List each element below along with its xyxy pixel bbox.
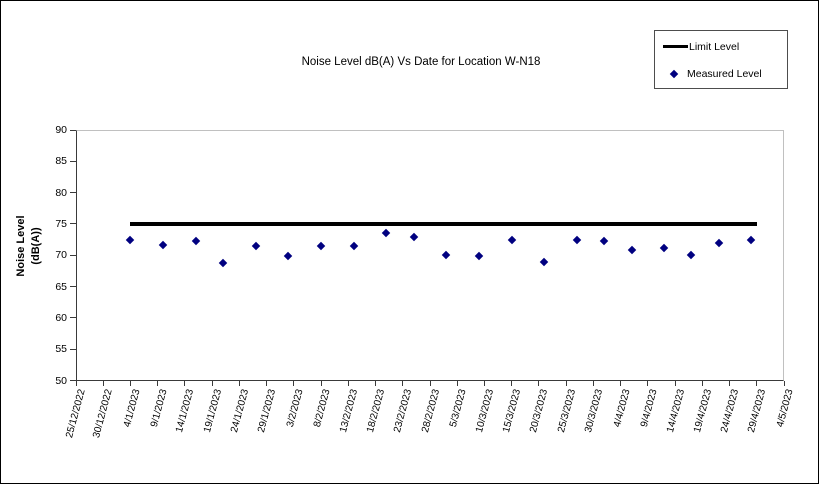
x-axis-tick xyxy=(538,381,540,386)
x-axis-tick xyxy=(620,381,622,386)
x-axis-tick-label: 28/2/2023 xyxy=(419,388,442,434)
x-axis-tick xyxy=(483,381,485,386)
x-axis-tick-label: 25/3/2023 xyxy=(555,388,578,434)
x-axis-tick-label: 4/4/2023 xyxy=(611,388,633,429)
x-axis-tick xyxy=(75,381,77,386)
x-axis-tick-label: 19/1/2023 xyxy=(201,388,224,434)
x-axis-tick xyxy=(783,381,785,386)
x-axis-tick xyxy=(102,381,104,386)
x-axis-tick-label: 29/1/2023 xyxy=(256,388,279,434)
x-axis-tick xyxy=(565,381,567,386)
x-axis-tick xyxy=(456,381,458,386)
x-axis-tick-label: 4/5/2023 xyxy=(774,388,796,429)
x-axis-tick xyxy=(129,381,131,386)
x-axis-tick xyxy=(375,381,377,386)
x-axis-tick xyxy=(157,381,159,386)
y-axis-tick-label: 80 xyxy=(55,186,67,199)
x-axis-tick-label: 23/2/2023 xyxy=(392,388,415,434)
y-axis-tick xyxy=(70,192,76,194)
y-axis-tick-label: 75 xyxy=(55,217,67,230)
x-axis-tick xyxy=(293,381,295,386)
x-axis-tick xyxy=(347,381,349,386)
x-axis-tick xyxy=(238,381,240,386)
y-axis-tick xyxy=(70,348,76,350)
y-axis-tick-label: 85 xyxy=(55,155,67,168)
y-axis-tick xyxy=(70,317,76,319)
y-axis-tick xyxy=(70,254,76,256)
y-axis-tick xyxy=(70,286,76,288)
x-axis-tick xyxy=(184,381,186,386)
x-axis-tick-label: 14/4/2023 xyxy=(664,388,687,434)
legend-item-limit-level: Limit Level xyxy=(655,39,787,54)
x-axis-tick-label: 5/3/2023 xyxy=(448,388,469,429)
legend-label-measured-level: Measured Level xyxy=(687,67,762,80)
y-axis-tick-label: 65 xyxy=(55,280,67,293)
legend-label-limit-level: Limit Level xyxy=(689,40,740,53)
x-axis-tick-label: 14/1/2023 xyxy=(174,388,197,434)
x-axis-tick xyxy=(756,381,758,386)
x-axis-tick-label: 3/2/2023 xyxy=(284,388,306,429)
x-axis-tick xyxy=(674,381,676,386)
x-axis-tick-label: 29/4/2023 xyxy=(746,388,769,434)
legend-item-measured-level: Measured Level xyxy=(655,66,787,81)
y-axis-tick-label: 70 xyxy=(55,249,67,262)
y-axis-tick xyxy=(70,380,76,381)
y-axis-tick-label: 50 xyxy=(55,374,67,387)
x-axis-tick xyxy=(266,381,268,386)
x-axis-tick xyxy=(429,381,431,386)
y-axis-tick-label: 60 xyxy=(55,311,67,324)
y-axis-title: Noise Level (dB(A)) xyxy=(14,156,44,336)
x-axis-tick-label: 15/3/2023 xyxy=(501,388,524,434)
x-axis-tick xyxy=(701,381,703,386)
x-axis-tick-label: 24/1/2023 xyxy=(228,388,252,434)
y-axis-title-line1: Noise Level xyxy=(15,215,27,277)
x-axis-tick xyxy=(592,381,594,386)
y-axis-tick-label: 55 xyxy=(55,343,67,356)
limit-level-line xyxy=(130,221,757,226)
x-axis-tick-label: 10/3/2023 xyxy=(473,388,497,434)
x-axis-tick-label: 30/12/2022 xyxy=(91,388,115,440)
x-axis-tick xyxy=(211,381,213,386)
x-axis-tick-label: 8/2/2023 xyxy=(312,388,333,429)
x-axis-tick xyxy=(647,381,649,386)
x-axis-tick xyxy=(729,381,731,386)
x-axis-tick-label: 4/1/2023 xyxy=(121,388,143,429)
legend: Limit Level Measured Level xyxy=(654,30,788,89)
x-axis-tick xyxy=(320,381,322,386)
limit-level-line-icon xyxy=(663,44,688,49)
x-axis-tick-label: 13/2/2023 xyxy=(337,388,360,434)
x-axis-tick-label: 30/3/2023 xyxy=(582,388,606,434)
x-axis-tick-label: 24/4/2023 xyxy=(719,388,742,434)
x-axis-tick xyxy=(511,381,513,386)
x-axis-tick-label: 20/3/2023 xyxy=(528,388,551,434)
x-axis-tick-label: 18/2/2023 xyxy=(365,388,388,434)
x-axis-tick-label: 25/12/2022 xyxy=(64,388,88,440)
x-axis-tick xyxy=(402,381,404,386)
x-axis-tick-label: 9/1/2023 xyxy=(148,388,170,429)
y-axis-tick xyxy=(70,129,76,131)
plot-area xyxy=(76,130,784,381)
y-axis-tick xyxy=(70,223,76,225)
y-axis-tick xyxy=(70,160,76,162)
y-axis-title-line2: (dB(A)) xyxy=(30,227,42,265)
measured-level-diamond-icon xyxy=(669,69,679,78)
chart-title: Noise Level dB(A) Vs Date for Location W… xyxy=(301,56,541,68)
y-axis-tick-label: 90 xyxy=(55,124,67,136)
x-axis-tick-label: 9/4/2023 xyxy=(638,388,660,429)
x-axis-tick-label: 19/4/2023 xyxy=(691,388,714,434)
